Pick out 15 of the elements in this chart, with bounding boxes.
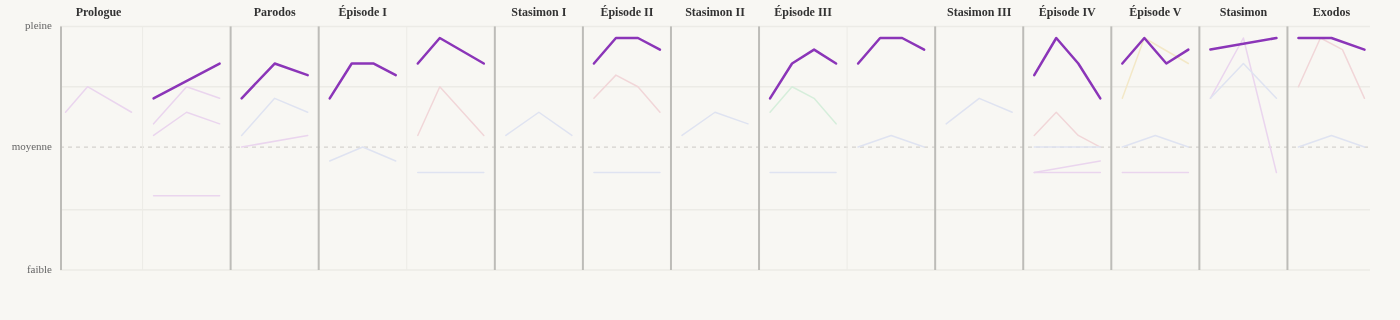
x-tick-label: Prologue xyxy=(75,5,123,20)
x-tick-label: Épisode V xyxy=(1129,5,1182,20)
x-tick-label: Exodos xyxy=(1312,5,1351,20)
ref-line-label: pleine xyxy=(25,19,53,32)
x-tick-label: Stasimon xyxy=(1219,5,1268,20)
x-tick-label: Épisode IV xyxy=(1038,5,1097,20)
x-tick-label: Stasimon II xyxy=(685,5,746,20)
x-tick-label: Parodos xyxy=(253,5,296,20)
x-tick-label: Stasimon III xyxy=(947,5,1012,20)
x-tick-label: Épisode I xyxy=(338,5,388,20)
x-tick-label: Épisode II xyxy=(600,5,654,20)
x-tick-label: Épisode III xyxy=(774,5,833,20)
ref-line-label: faible xyxy=(26,262,53,275)
ref-line-label: moyenne xyxy=(11,139,53,152)
x-tick-label: Stasimon I xyxy=(511,5,567,20)
